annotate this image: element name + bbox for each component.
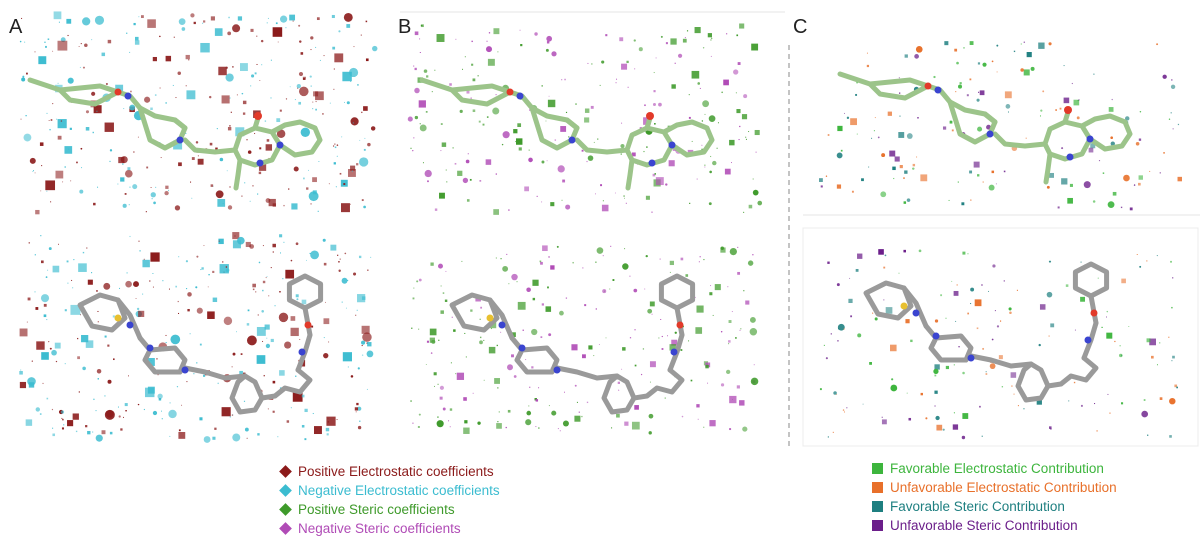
panel-c-border xyxy=(802,214,1200,447)
panel-c-bottom-molecule xyxy=(863,261,1110,403)
legend-left-label: Negative Electrostatic coefficients xyxy=(298,483,500,498)
legend-marker-diamond-icon xyxy=(279,503,292,516)
legend-right-item: Unfavorable Electrostatic Contribution xyxy=(872,478,1117,497)
legend-right-item: Favorable Electrostatic Contribution xyxy=(872,459,1117,478)
panel-label-c: C xyxy=(793,16,808,38)
panel-b-top-field-points xyxy=(407,23,763,215)
legend-contributions: Favorable Electrostatic Contribution Unfa… xyxy=(872,459,1117,535)
legend-marker-diamond-icon xyxy=(279,465,292,478)
panel-b-bottom-field-points xyxy=(410,245,759,435)
legend-right-label: Unfavorable Steric Contribution xyxy=(890,518,1078,533)
legend-right-label: Favorable Steric Contribution xyxy=(890,499,1065,514)
legend-left-item: Negative Steric coefficients xyxy=(279,519,500,538)
legend-left-item: Positive Electrostatic coefficients xyxy=(279,462,500,481)
legend-left-label: Positive Steric coefficients xyxy=(298,502,455,517)
panel-label-b: B xyxy=(398,16,412,38)
legend-marker-diamond-icon xyxy=(279,484,292,497)
panel-a-top-field-points xyxy=(19,11,378,215)
legend-marker-diamond-icon xyxy=(279,522,292,535)
legend-right-item: Favorable Steric Contribution xyxy=(872,497,1117,516)
legend-right-label: Favorable Electrostatic Contribution xyxy=(890,461,1104,476)
legend-left-label: Negative Steric coefficients xyxy=(298,521,461,536)
panel-c-top-field-points xyxy=(819,41,1182,211)
panel-label-a: A xyxy=(9,16,23,38)
panel-c-bottom-field-points xyxy=(819,249,1178,440)
legend-right-item: Unfavorable Steric Contribution xyxy=(872,516,1117,535)
legend-coefficients: Positive Electrostatic coefficients Negat… xyxy=(279,462,500,538)
legend-left-item: Negative Electrostatic coefficients xyxy=(279,481,500,500)
panel-b-bottom-molecule xyxy=(449,273,696,415)
legend-marker-square-icon xyxy=(872,520,883,531)
panel-a-bottom-field-points xyxy=(19,232,374,443)
panel-a-bottom-molecule xyxy=(77,273,324,415)
panel-b-top-molecule xyxy=(419,77,715,191)
legend-marker-square-icon xyxy=(872,482,883,493)
legend-left-label: Positive Electrostatic coefficients xyxy=(298,464,494,479)
panel-c-top-molecule xyxy=(837,71,1133,185)
legend-marker-square-icon xyxy=(872,501,883,512)
legend-left-item: Positive Steric coefficients xyxy=(279,500,500,519)
panel-a-top-molecule xyxy=(27,77,323,191)
legend-right-label: Unfavorable Electrostatic Contribution xyxy=(890,480,1117,495)
legend-marker-square-icon xyxy=(872,463,883,474)
